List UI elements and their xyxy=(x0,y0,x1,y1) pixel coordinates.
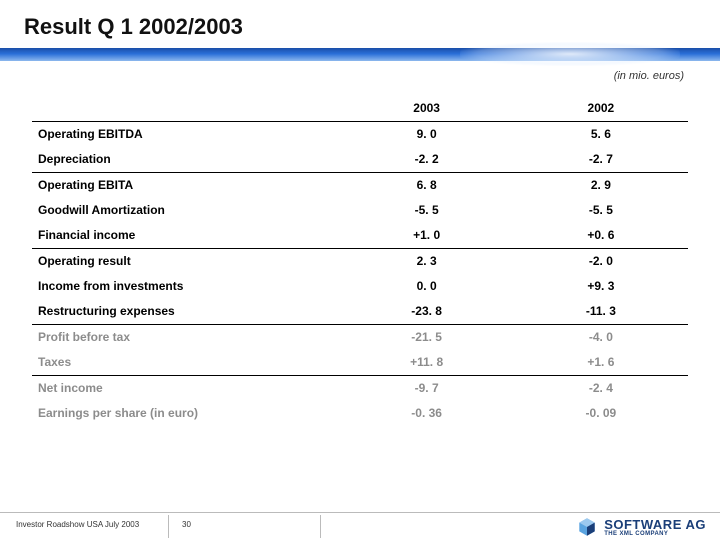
table-row: Income from investments0. 0+9. 3 xyxy=(32,274,688,299)
row-label: Depreciation xyxy=(32,147,340,173)
row-value-2003: 2. 3 xyxy=(340,249,514,275)
row-value-2003: -5. 5 xyxy=(340,198,514,223)
row-value-2002: -11. 3 xyxy=(514,299,688,325)
page-title: Result Q 1 2002/2003 xyxy=(24,14,720,40)
table-row: Financial income+1. 0+0. 6 xyxy=(32,223,688,249)
row-value-2002: -2. 7 xyxy=(514,147,688,173)
results-table: 2003 2002 Operating EBITDA9. 05. 6Deprec… xyxy=(32,96,688,426)
row-value-2002: -2. 0 xyxy=(514,249,688,275)
table-row: Operating result2. 3-2. 0 xyxy=(32,249,688,275)
table-row: Goodwill Amortization-5. 5-5. 5 xyxy=(32,198,688,223)
row-label: Earnings per share (in euro) xyxy=(32,401,340,426)
row-value-2003: 0. 0 xyxy=(340,274,514,299)
row-label: Operating EBITDA xyxy=(32,122,340,148)
row-label: Operating result xyxy=(32,249,340,275)
row-value-2003: -23. 8 xyxy=(340,299,514,325)
row-value-2003: +11. 8 xyxy=(340,350,514,376)
row-label: Income from investments xyxy=(32,274,340,299)
row-value-2002: -4. 0 xyxy=(514,325,688,351)
table-row: Net income-9. 7-2. 4 xyxy=(32,376,688,402)
row-value-2002: -5. 5 xyxy=(514,198,688,223)
row-value-2002: +0. 6 xyxy=(514,223,688,249)
row-value-2003: -9. 7 xyxy=(340,376,514,402)
logo-line2: THE XML COMPANY xyxy=(604,531,706,537)
col-header-label xyxy=(32,96,340,122)
footer-sep2 xyxy=(320,515,321,538)
row-label: Operating EBITA xyxy=(32,173,340,199)
row-value-2003: 6. 8 xyxy=(340,173,514,199)
unit-note: (in mio. euros) xyxy=(614,70,684,82)
row-label: Financial income xyxy=(32,223,340,249)
row-value-2003: -2. 2 xyxy=(340,147,514,173)
row-value-2002: 5. 6 xyxy=(514,122,688,148)
col-header-2003: 2003 xyxy=(340,96,514,122)
row-value-2003: +1. 0 xyxy=(340,223,514,249)
footer-page: 30 xyxy=(182,520,191,529)
row-label: Restructuring expenses xyxy=(32,299,340,325)
row-value-2002: -0. 09 xyxy=(514,401,688,426)
col-header-2002: 2002 xyxy=(514,96,688,122)
table-row: Profit before tax-21. 5-4. 0 xyxy=(32,325,688,351)
table-row: Taxes+11. 8+1. 6 xyxy=(32,350,688,376)
row-value-2002: +9. 3 xyxy=(514,274,688,299)
row-value-2002: -2. 4 xyxy=(514,376,688,402)
title-divider xyxy=(0,48,720,61)
footer-sep xyxy=(168,515,169,538)
row-value-2002: 2. 9 xyxy=(514,173,688,199)
table-row: Operating EBITA6. 82. 9 xyxy=(32,173,688,199)
row-value-2003: 9. 0 xyxy=(340,122,514,148)
table-row: Earnings per share (in euro)-0. 36-0. 09 xyxy=(32,401,688,426)
row-value-2002: +1. 6 xyxy=(514,350,688,376)
table-row: Depreciation-2. 2-2. 7 xyxy=(32,147,688,173)
logo-line1: SOFTWARE AG xyxy=(604,518,706,531)
row-label: Taxes xyxy=(32,350,340,376)
row-value-2003: -0. 36 xyxy=(340,401,514,426)
logo-icon xyxy=(576,516,598,538)
row-label: Profit before tax xyxy=(32,325,340,351)
table-row: Restructuring expenses-23. 8-11. 3 xyxy=(32,299,688,325)
footer: Investor Roadshow USA July 2003 30 SOFTW… xyxy=(0,512,720,540)
row-label: Net income xyxy=(32,376,340,402)
row-value-2003: -21. 5 xyxy=(340,325,514,351)
table-row: Operating EBITDA9. 05. 6 xyxy=(32,122,688,148)
company-logo: SOFTWARE AG THE XML COMPANY xyxy=(576,516,706,538)
footer-text: Investor Roadshow USA July 2003 xyxy=(16,520,139,529)
row-label: Goodwill Amortization xyxy=(32,198,340,223)
